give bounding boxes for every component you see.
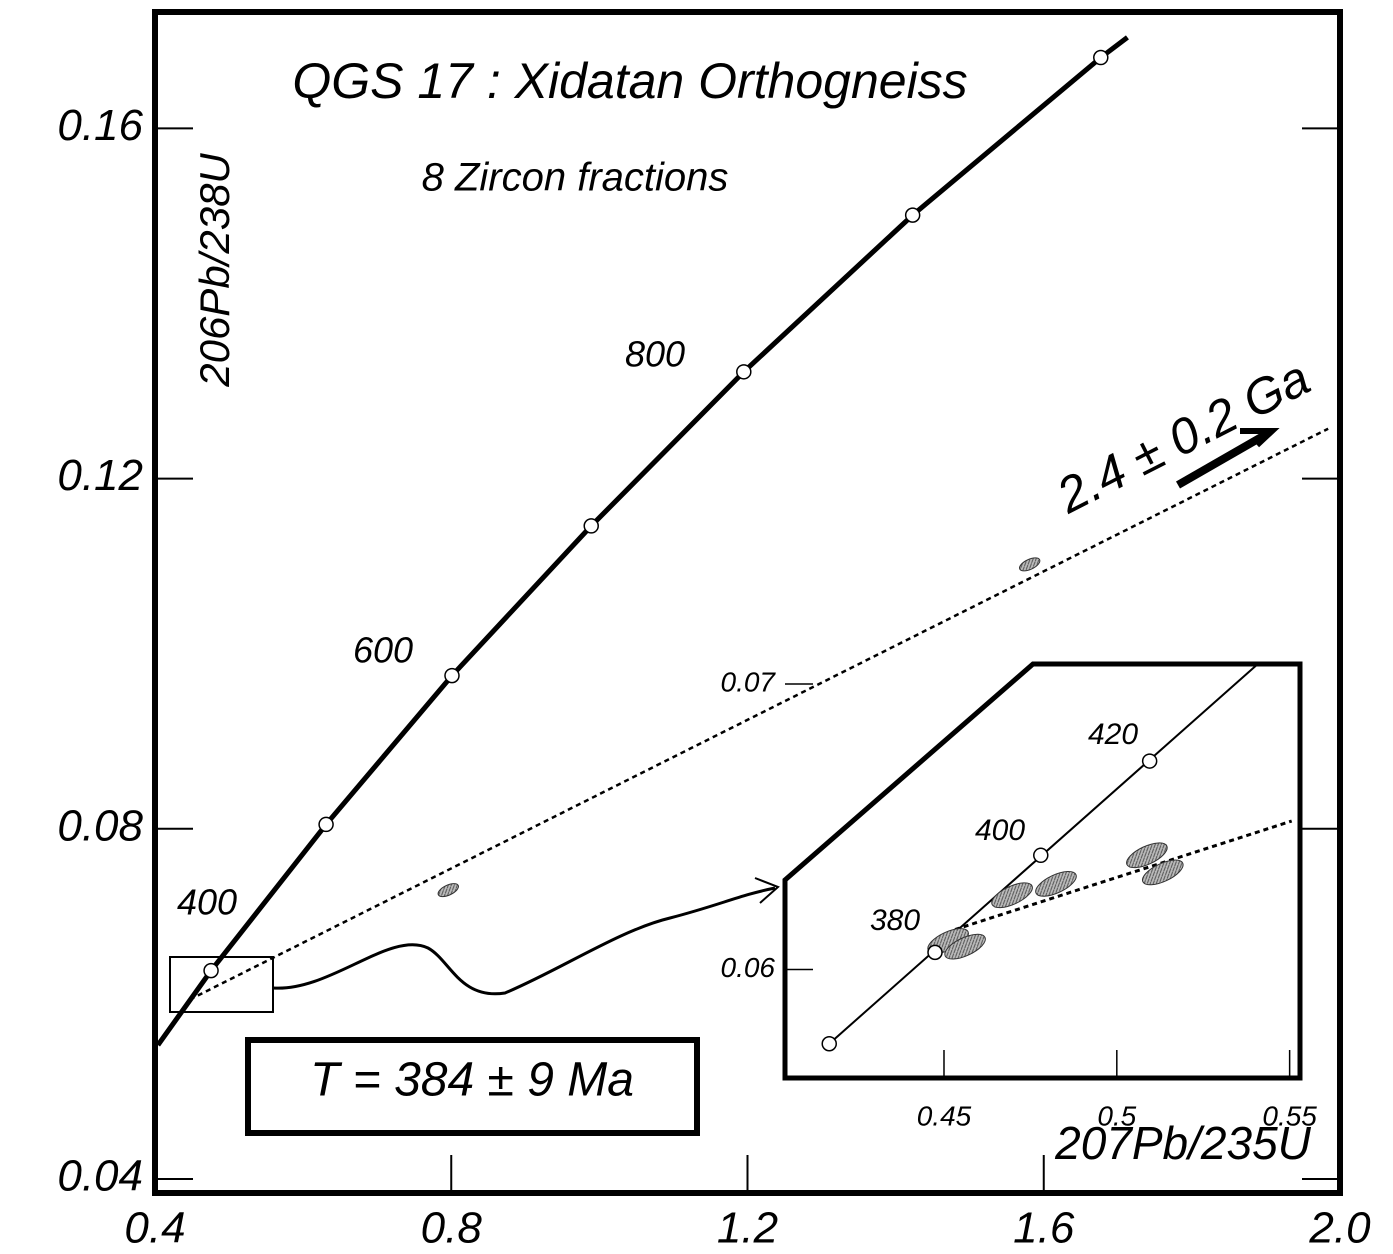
inset-age-label: 420: [1088, 718, 1138, 751]
y-tick-label: 0.16: [57, 101, 143, 150]
annotation: 2.4 ± 0.2 Ga: [1047, 349, 1318, 524]
x-tick-label: 2.0: [1308, 1204, 1371, 1253]
age-marker: [736, 364, 752, 380]
x-tick-label: 1.6: [1013, 1204, 1075, 1253]
chart-title: QGS 17 : Xidatan Orthogneiss: [292, 53, 967, 109]
x-tick-label: 0.8: [421, 1204, 483, 1253]
x-tick-label: 0.5: [1097, 1100, 1136, 1131]
x-axis-label: 207Pb/235U: [1054, 1117, 1312, 1169]
inset-age-label: 400: [975, 814, 1025, 847]
age-label: 800: [625, 334, 685, 375]
age-marker: [318, 816, 334, 833]
age-marker: [927, 944, 943, 961]
age-marker: [904, 207, 921, 223]
result-box: [245, 1037, 700, 1136]
zircon-fraction: [1035, 870, 1077, 897]
x-tick-label: 0.45: [917, 1100, 972, 1131]
discordia: [954, 819, 1293, 931]
y-tick-label: 0.12: [57, 451, 143, 500]
x-tick-label: 1.2: [717, 1204, 778, 1253]
age-marker: [821, 1035, 837, 1052]
y-tick-label: 0.06: [721, 952, 776, 983]
x-tick-label: 0.55: [1262, 1100, 1317, 1131]
arrow: [1176, 431, 1267, 489]
x-tick-label: 0.4: [124, 1204, 185, 1253]
age-marker: [203, 962, 219, 979]
y-tick-label: 0.08: [57, 801, 143, 850]
y-axis-label: 206Pb/238U: [191, 153, 238, 388]
connector-head: [754, 877, 780, 904]
inset-frame: [782, 661, 1303, 1081]
inset-age-label: 380: [870, 904, 920, 937]
connector: [272, 886, 776, 996]
zircon-fraction: [437, 883, 459, 898]
age-marker: [1033, 847, 1049, 864]
age-marker: [583, 518, 599, 534]
zircon-fraction: [1126, 842, 1168, 869]
zircon-fraction: [1141, 859, 1184, 886]
chart-subtitle: 8 Zircon fractions: [422, 156, 729, 200]
zircon-fraction: [991, 882, 1033, 909]
age-marker: [1093, 49, 1109, 66]
y-tick-label: 0.04: [57, 1152, 143, 1201]
annotation: T = 384 ± 9 Ma: [310, 1054, 634, 1107]
age-marker: [1141, 753, 1158, 769]
age-marker: [444, 667, 460, 684]
age-label: 600: [353, 630, 413, 671]
zircon-fraction: [1018, 557, 1041, 572]
arrow-head: [1240, 428, 1280, 448]
zircon-fraction: [944, 933, 986, 960]
y-tick-label: 0.07: [721, 666, 777, 697]
age-label: 400: [177, 882, 237, 923]
